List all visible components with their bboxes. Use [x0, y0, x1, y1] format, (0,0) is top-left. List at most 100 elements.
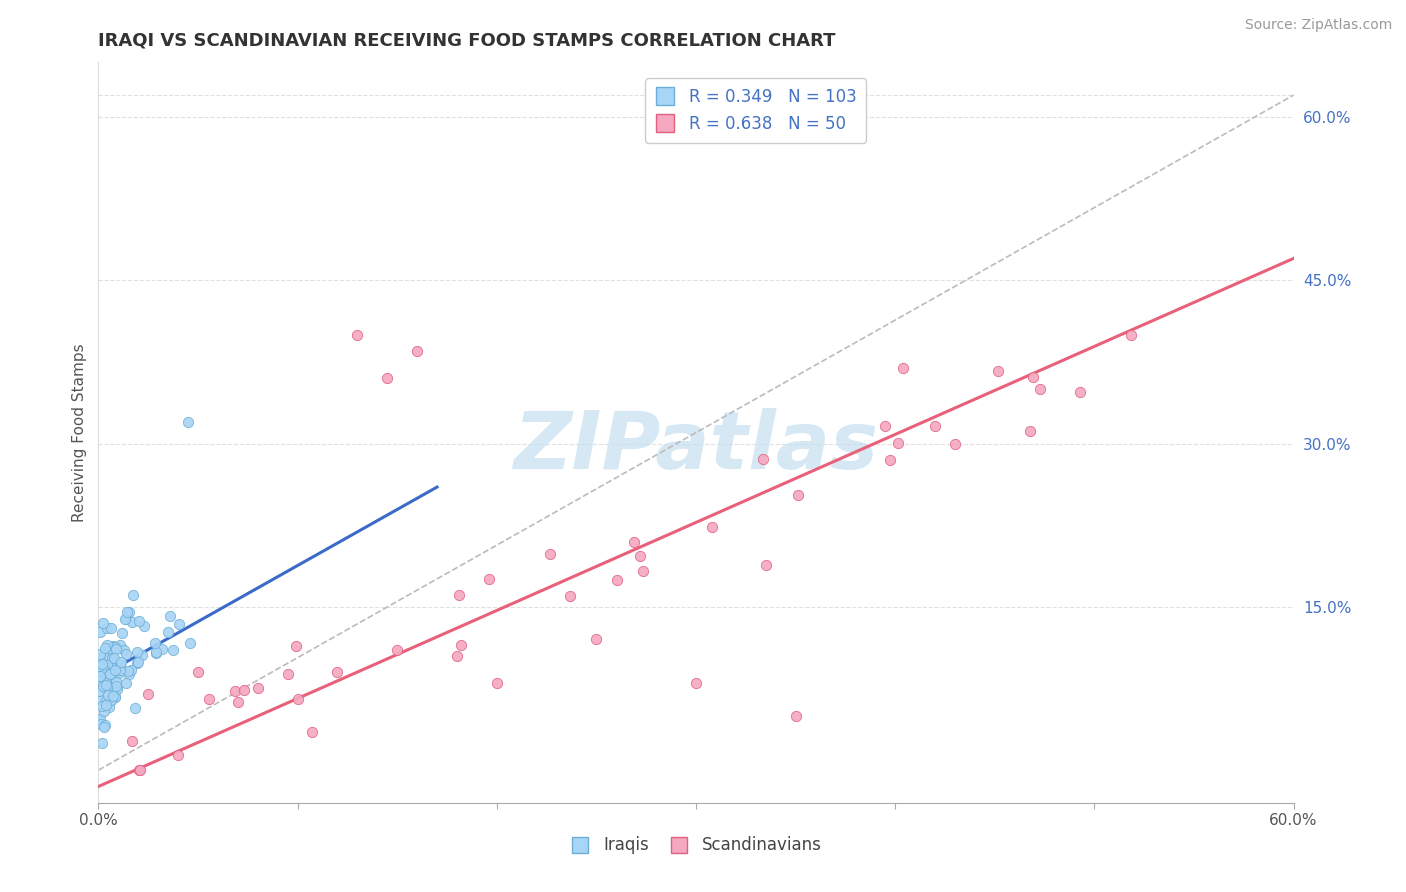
Point [103, 640, 125, 655]
Point [104, 690, 127, 704]
Point [1019, 424, 1042, 438]
Point [887, 436, 910, 450]
Point [152, 642, 174, 657]
Point [538, 547, 561, 561]
Point [105, 665, 128, 680]
Point [94, 674, 117, 689]
Point [96, 680, 118, 694]
Point [108, 657, 131, 672]
Point [702, 520, 724, 534]
Point [873, 418, 896, 433]
Point [87, 658, 110, 673]
Point [90, 657, 112, 672]
Point [121, 734, 143, 748]
Point [1029, 382, 1052, 396]
Point [120, 664, 142, 678]
Point [478, 572, 501, 586]
Point [89, 713, 111, 727]
Point [94, 641, 117, 656]
Point [90, 680, 112, 694]
Point [224, 684, 246, 698]
Point [630, 549, 652, 563]
Point [346, 327, 368, 342]
Point [98, 699, 121, 714]
Point [143, 636, 166, 650]
Point [450, 638, 472, 652]
Point [89, 669, 111, 683]
Point [406, 343, 429, 358]
Point [94, 676, 117, 690]
Point [90, 664, 112, 678]
Point [105, 679, 128, 693]
Point [752, 452, 775, 467]
Point [122, 588, 145, 602]
Point [93, 651, 115, 665]
Point [91, 679, 114, 693]
Point [96, 638, 118, 652]
Point [156, 624, 179, 639]
Point [98, 660, 121, 674]
Point [87, 683, 110, 698]
Point [115, 647, 138, 661]
Point [1069, 384, 1091, 399]
Point [101, 690, 124, 704]
Point [117, 664, 139, 678]
Point [100, 667, 122, 681]
Point [131, 648, 153, 662]
Point [560, 589, 582, 603]
Y-axis label: Receiving Food Stamps: Receiving Food Stamps [72, 343, 87, 522]
Point [98, 679, 121, 693]
Point [94, 718, 117, 732]
Point [162, 643, 184, 657]
Point [91, 616, 114, 631]
Point [110, 638, 132, 652]
Point [447, 588, 470, 602]
Point [89, 659, 111, 673]
Point [105, 675, 128, 690]
Point [104, 690, 127, 705]
Point [114, 613, 136, 627]
Point [159, 609, 181, 624]
Point [103, 640, 125, 654]
Point [100, 693, 122, 707]
Point [685, 676, 707, 690]
Point [287, 692, 309, 706]
Point [277, 667, 299, 681]
Point [101, 682, 124, 697]
Point [107, 665, 129, 680]
Point [228, 695, 250, 709]
Point [585, 632, 607, 647]
Point [197, 691, 219, 706]
Point [623, 535, 645, 549]
Point [103, 650, 125, 665]
Point [121, 615, 143, 630]
Point [90, 736, 112, 750]
Point [108, 663, 131, 677]
Point [136, 687, 159, 701]
Point [606, 573, 628, 587]
Point [96, 657, 118, 672]
Point [125, 645, 148, 659]
Point [101, 645, 124, 659]
Point [118, 606, 141, 620]
Point [124, 701, 146, 715]
Point [110, 655, 132, 669]
Point [98, 665, 121, 680]
Point [89, 712, 111, 726]
Point [104, 663, 127, 677]
Point [943, 436, 966, 450]
Point [385, 643, 409, 657]
Point [631, 564, 654, 578]
Point [94, 698, 117, 712]
Point [94, 670, 117, 684]
Point [100, 621, 122, 635]
Point [132, 619, 155, 633]
Point [987, 364, 1010, 378]
Text: IRAQI VS SCANDINAVIAN RECEIVING FOOD STAMPS CORRELATION CHART: IRAQI VS SCANDINAVIAN RECEIVING FOOD STA… [98, 32, 837, 50]
Point [1121, 327, 1143, 342]
Point [167, 616, 190, 631]
Point [145, 646, 167, 660]
Point [127, 655, 149, 669]
Point [893, 360, 915, 375]
Point [112, 643, 135, 657]
